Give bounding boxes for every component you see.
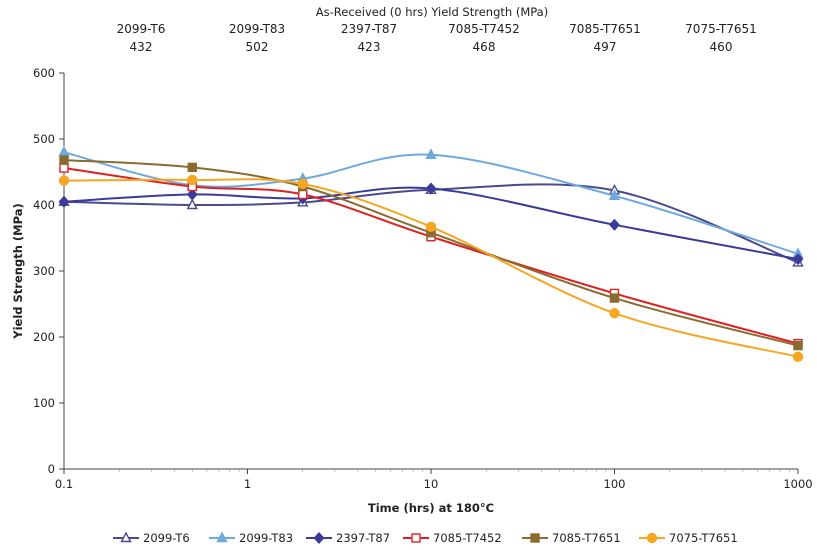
header-value-2397-t87: 423 xyxy=(358,40,381,54)
header-value-7075-t7651: 460 xyxy=(710,40,733,54)
legend-item-2099-t83: 2099-T83 xyxy=(209,531,293,545)
data-point-7085-t7651 xyxy=(609,293,620,303)
legend-label: 7075-T7651 xyxy=(669,531,738,545)
legend-item-7075-t7651: 7075-T7651 xyxy=(639,531,738,545)
header-alloy-7075-t7651: 7075-T7651 xyxy=(685,22,757,36)
y-tick-label: 100 xyxy=(33,396,55,410)
data-point-7075-t7651 xyxy=(609,308,620,319)
header-alloy-2099-t6: 2099-T6 xyxy=(117,22,166,36)
series-line-7075-t7651 xyxy=(63,178,799,358)
series-line-7085-t7651 xyxy=(63,159,799,347)
series-7075-t7651 xyxy=(58,174,804,362)
legend-item-7085-t7651: 7085-T7651 xyxy=(522,531,621,545)
series-line-2099-t6 xyxy=(63,183,799,264)
legend-label: 7085-T7651 xyxy=(552,531,621,545)
x-tick-label: 1000 xyxy=(783,477,812,491)
data-point-7085-t7651 xyxy=(793,340,803,351)
y-tick-label: 300 xyxy=(33,264,55,278)
legend-marker xyxy=(646,532,658,544)
series-line-2099-t83 xyxy=(63,151,799,255)
data-point-2099-t83 xyxy=(608,189,621,200)
x-axis-label: Time (hrs) at 180°C xyxy=(368,501,494,515)
legend-marker xyxy=(313,531,325,545)
legend-marker xyxy=(216,531,228,543)
y-axis-label: Yield Strength (MPa) xyxy=(11,203,25,339)
legend-label: 7085-T7452 xyxy=(433,531,502,545)
x-tick-label: 0.1 xyxy=(55,477,73,491)
legend-item-7085-t7452: 7085-T7452 xyxy=(403,531,502,545)
legend-label: 2397-T87 xyxy=(336,531,390,545)
legend-label: 2099-T6 xyxy=(143,531,190,545)
header-value-7085-t7651: 497 xyxy=(594,40,617,54)
data-point-2099-t83 xyxy=(58,145,70,157)
header-value-2099-t6: 432 xyxy=(130,40,153,54)
data-point-7075-t7651 xyxy=(792,351,804,362)
data-point-2397-t87 xyxy=(609,218,620,231)
legend-marker xyxy=(530,533,540,543)
y-tick-label: 600 xyxy=(33,66,55,80)
legend-marker xyxy=(411,533,421,543)
header-alloy-7085-t7651: 7085-T7651 xyxy=(569,22,641,36)
legend-label: 2099-T83 xyxy=(239,531,293,545)
data-point-7085-t7452 xyxy=(59,163,69,173)
data-point-7085-t7651 xyxy=(187,162,197,173)
data-point-7085-t7651 xyxy=(59,155,69,165)
header-value-2099-t83: 502 xyxy=(246,40,269,54)
data-point-2397-t87 xyxy=(792,253,804,266)
y-tick-label: 500 xyxy=(33,132,55,146)
data-point-7085-t7452 xyxy=(298,189,308,200)
x-tick-label: 1 xyxy=(244,477,251,491)
x-tick-label: 100 xyxy=(604,477,626,491)
y-tick-label: 200 xyxy=(33,330,55,344)
data-point-7075-t7651 xyxy=(187,174,198,186)
data-point-7075-t7651 xyxy=(58,175,70,186)
y-tick-label: 400 xyxy=(33,198,55,212)
legend-item-2397-t87: 2397-T87 xyxy=(306,531,390,545)
series xyxy=(58,145,804,362)
data-point-2099-t83 xyxy=(425,148,437,160)
header-value-7085-t7452: 468 xyxy=(473,40,496,54)
series-line-7085-t7452 xyxy=(63,167,799,345)
y-tick-label: 0 xyxy=(48,462,55,476)
legend-marker xyxy=(120,531,132,543)
header: As-Received (0 hrs) Yield Strength (MPa)… xyxy=(117,5,757,54)
data-point-2397-t87 xyxy=(186,188,198,201)
data-point-2099-t6 xyxy=(186,198,198,210)
data-point-7075-t7651 xyxy=(297,178,308,190)
axes: Yield Strength (MPa) Time (hrs) at 180°C… xyxy=(11,66,813,515)
series-line-2397-t87 xyxy=(63,186,799,261)
header-title: As-Received (0 hrs) Yield Strength (MPa) xyxy=(316,5,548,19)
header-alloy-2099-t83: 2099-T83 xyxy=(229,22,285,36)
legend-item-2099-t6: 2099-T6 xyxy=(113,531,190,545)
data-point-7075-t7651 xyxy=(425,221,437,232)
header-alloy-7085-t7452: 7085-T7452 xyxy=(448,22,520,36)
x-tick-label: 10 xyxy=(424,477,439,491)
header-alloy-2397-t87: 2397-T87 xyxy=(341,22,397,36)
data-point-2397-t87 xyxy=(425,182,437,195)
legend: 2099-T6 2099-T83 2397-T87 7085-T7452 7085-T7… xyxy=(113,531,738,545)
series-2397-t87 xyxy=(58,182,804,266)
data-point-2397-t87 xyxy=(58,195,70,208)
